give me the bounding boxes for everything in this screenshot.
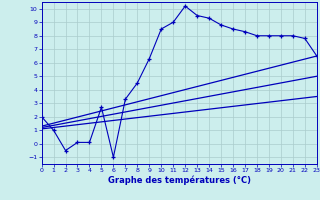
X-axis label: Graphe des températures (°C): Graphe des températures (°C) xyxy=(108,176,251,185)
